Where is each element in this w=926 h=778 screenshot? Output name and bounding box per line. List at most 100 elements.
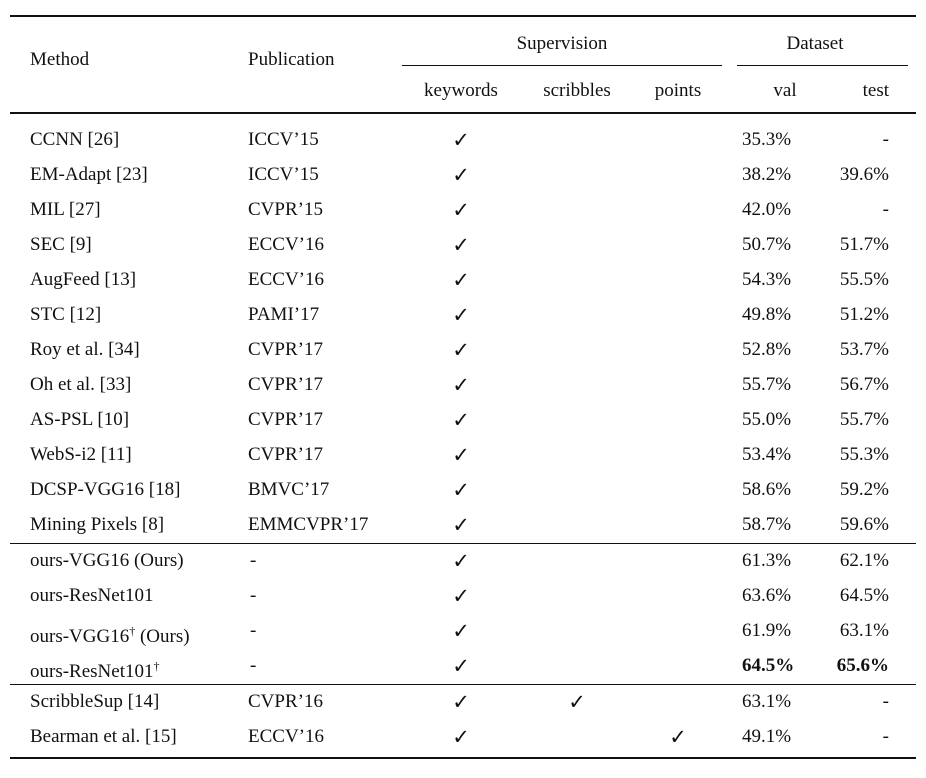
val-cell: 35.3% bbox=[742, 129, 792, 150]
method: AS-PSL [10] bbox=[30, 409, 130, 430]
method-cell: Roy et al. [34] bbox=[30, 339, 140, 361]
header: val bbox=[773, 80, 797, 101]
method: AugFeed [13] bbox=[30, 269, 137, 290]
method: ours-VGG16 (Ours) bbox=[30, 550, 184, 571]
method: EM-Adapt [23] bbox=[30, 164, 148, 185]
publication-cell: CVPR’17 bbox=[248, 444, 323, 465]
publication-cell: CVPR’17 bbox=[248, 374, 323, 395]
method-cell: AugFeed [13] bbox=[30, 269, 136, 291]
method-cell: MIL [27] bbox=[30, 199, 101, 221]
publication-cell: - bbox=[250, 585, 257, 606]
publication-cell: ECCV’16 bbox=[248, 269, 324, 290]
val-cell: 52.8% bbox=[742, 339, 792, 360]
keywords-cell: ✓ bbox=[452, 233, 470, 257]
val-cell: 38.2% bbox=[742, 164, 792, 185]
method: Bearman et al. [15] bbox=[30, 726, 177, 747]
publication-cell: ECCV’16 bbox=[248, 726, 324, 747]
val-cell: 55.0% bbox=[742, 409, 792, 430]
method-cell: ours-VGG16 (Ours) bbox=[30, 550, 184, 572]
val-cell: 63.6% bbox=[742, 585, 792, 606]
publication-cell: BMVC’17 bbox=[248, 479, 330, 500]
test-cell: - bbox=[882, 726, 889, 747]
method: DCSP-VGG16 [18] bbox=[30, 479, 181, 500]
keywords-cell: ✓ bbox=[452, 513, 470, 537]
keywords-cell: ✓ bbox=[452, 198, 470, 222]
method-cell: CCNN [26] bbox=[30, 129, 119, 151]
publication-cell: PAMI’17 bbox=[248, 304, 320, 325]
test-cell: 65.6% bbox=[836, 655, 889, 676]
publication-cell: - bbox=[250, 550, 257, 571]
keywords-cell: ✓ bbox=[452, 338, 470, 362]
method: Roy et al. [34] bbox=[30, 339, 140, 360]
method-cell: SEC [9] bbox=[30, 234, 92, 256]
test-cell: 55.3% bbox=[839, 444, 889, 465]
val-cell: 54.3% bbox=[742, 269, 792, 290]
header: points bbox=[654, 80, 702, 101]
keywords-cell: ✓ bbox=[452, 163, 470, 187]
method-cell: EM-Adapt [23] bbox=[30, 164, 148, 186]
method: ScribbleSup [14] bbox=[30, 691, 160, 712]
test-cell: 39.6% bbox=[839, 164, 889, 185]
test-cell: - bbox=[882, 691, 889, 712]
keywords-cell: ✓ bbox=[452, 443, 470, 467]
scribbles-cell: ✓ bbox=[568, 690, 586, 714]
method-cell: Oh et al. [33] bbox=[30, 374, 131, 396]
group-rule bbox=[402, 65, 722, 66]
method: CCNN [26] bbox=[30, 129, 120, 150]
publication-cell: - bbox=[250, 620, 257, 641]
test-cell: 51.2% bbox=[839, 304, 889, 325]
group-rule bbox=[737, 65, 908, 66]
val-cell: 58.6% bbox=[742, 479, 792, 500]
test-cell: - bbox=[882, 129, 889, 150]
method-cell: ScribbleSup [14] bbox=[30, 691, 159, 713]
method-cell: DCSP-VGG16 [18] bbox=[30, 479, 180, 501]
keywords-cell: ✓ bbox=[452, 690, 470, 714]
group-rule bbox=[10, 543, 916, 544]
method: STC [12] bbox=[30, 304, 102, 325]
method: Oh et al. [33] bbox=[30, 374, 132, 395]
keywords-cell: ✓ bbox=[452, 408, 470, 432]
val-cell: 64.5% bbox=[742, 655, 795, 676]
test-cell: 63.1% bbox=[839, 620, 889, 641]
publication-cell: ECCV’16 bbox=[248, 234, 324, 255]
publication-cell: ICCV’15 bbox=[248, 164, 319, 185]
header-rule bbox=[10, 112, 916, 114]
method-suffix: (Ours) bbox=[139, 626, 190, 647]
method-cell: ours-ResNet101 bbox=[30, 585, 153, 607]
group-rule bbox=[10, 684, 916, 685]
test-cell: 51.7% bbox=[839, 234, 889, 255]
test-cell: 55.5% bbox=[839, 269, 889, 290]
publication-cell: ICCV’15 bbox=[248, 129, 319, 150]
test-cell: 64.5% bbox=[839, 585, 889, 606]
test-cell: 53.7% bbox=[839, 339, 889, 360]
keywords-cell: ✓ bbox=[452, 373, 470, 397]
method: Mining Pixels [8] bbox=[30, 514, 165, 535]
keywords-cell: ✓ bbox=[452, 478, 470, 502]
method-cell: WebS-i2 [11] bbox=[30, 444, 132, 466]
keywords-cell: ✓ bbox=[452, 584, 470, 608]
header: test bbox=[862, 80, 889, 101]
header: scribbles bbox=[543, 80, 611, 101]
test-cell: 56.7% bbox=[839, 374, 889, 395]
method-cell: Mining Pixels [8] bbox=[30, 514, 164, 536]
method: ours-ResNet101 bbox=[30, 661, 154, 682]
method-cell: Bearman et al. [15] bbox=[30, 726, 177, 748]
publication-cell: CVPR’15 bbox=[248, 199, 323, 220]
val-cell: 53.4% bbox=[742, 444, 792, 465]
val-cell: 55.7% bbox=[742, 374, 792, 395]
footnote-mark: † bbox=[153, 659, 160, 673]
top-rule bbox=[10, 15, 916, 17]
test-cell: - bbox=[882, 199, 889, 220]
val-cell: 49.1% bbox=[742, 726, 792, 747]
val-cell: 49.8% bbox=[742, 304, 792, 325]
keywords-cell: ✓ bbox=[452, 619, 470, 643]
test-cell: 59.2% bbox=[839, 479, 889, 500]
test-cell: 55.7% bbox=[839, 409, 889, 430]
val-cell: 61.9% bbox=[742, 620, 792, 641]
val-cell: 42.0% bbox=[742, 199, 792, 220]
publication-cell: CVPR’17 bbox=[248, 339, 323, 360]
keywords-cell: ✓ bbox=[452, 268, 470, 292]
val-cell: 61.3% bbox=[742, 550, 792, 571]
bottom-rule bbox=[10, 757, 916, 759]
